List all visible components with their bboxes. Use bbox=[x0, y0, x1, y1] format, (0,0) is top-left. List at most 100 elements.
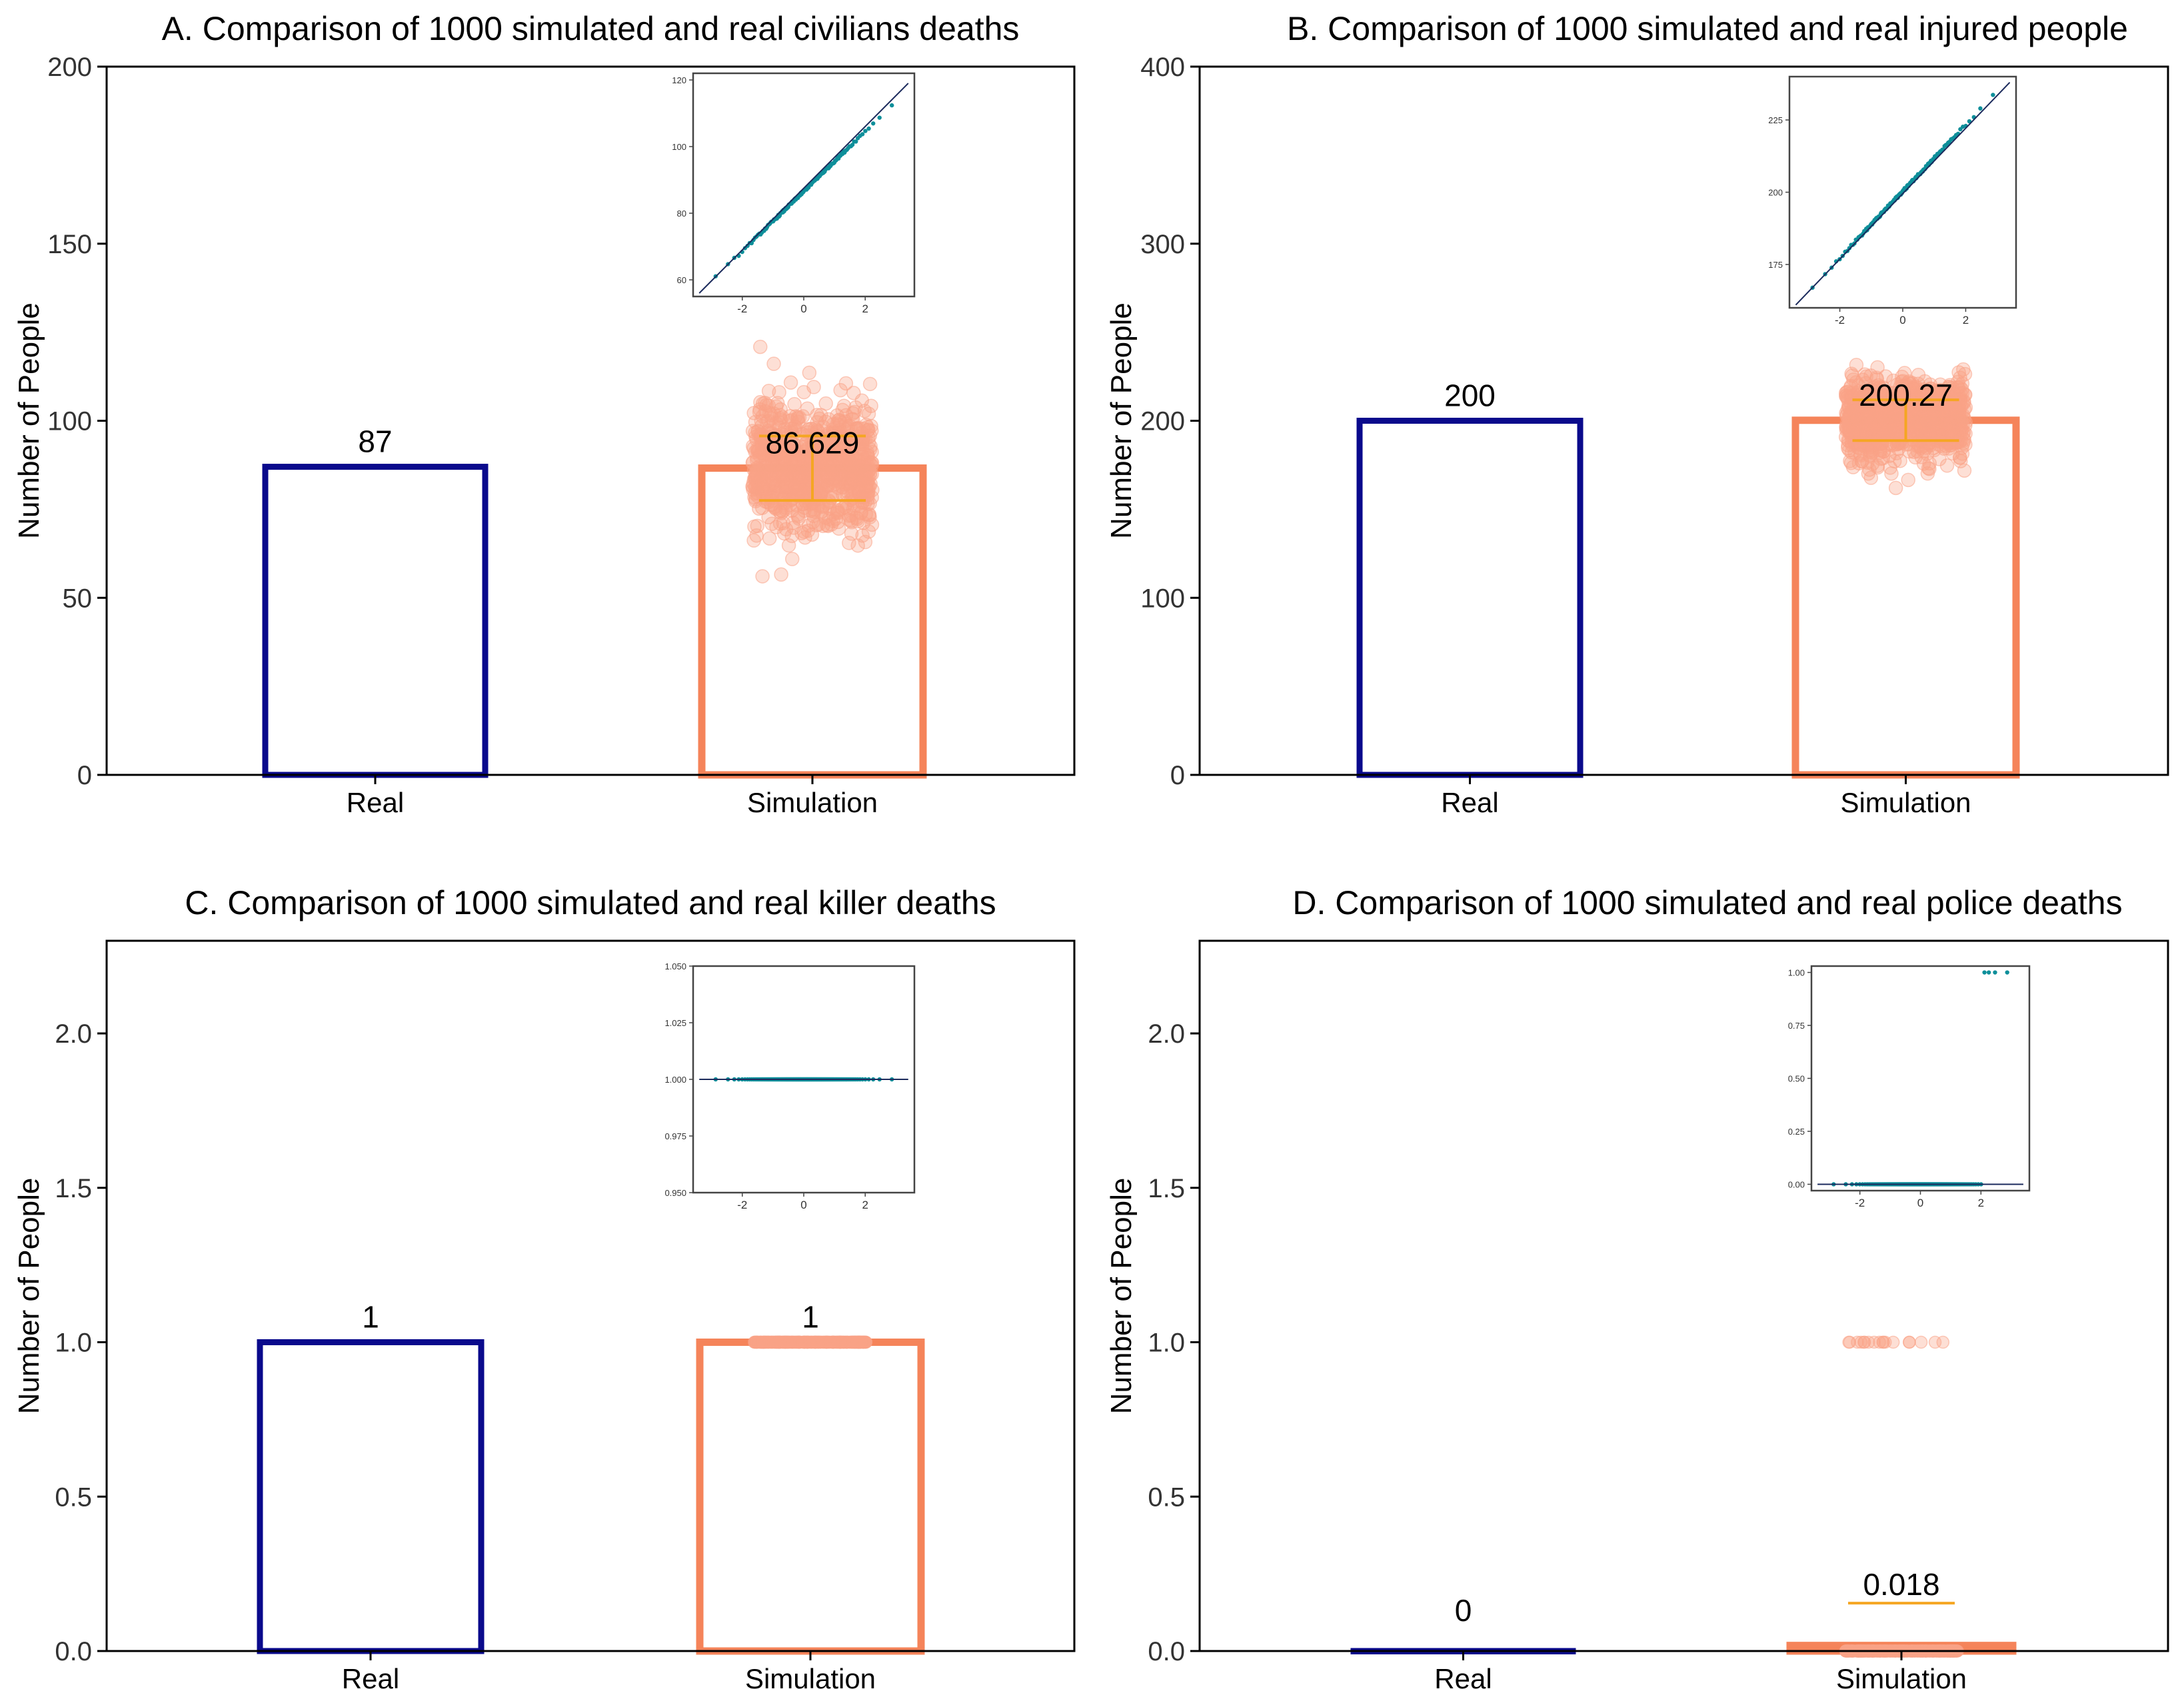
jitter-point bbox=[854, 505, 868, 520]
chart-title: B. Comparison of 1000 simulated and real… bbox=[1287, 10, 2128, 47]
bar-simulation bbox=[696, 1339, 925, 1655]
jitter-point bbox=[1941, 436, 1956, 450]
qq-y-tick-label: 0.50 bbox=[1788, 1074, 1805, 1084]
jitter-point bbox=[814, 1335, 827, 1349]
jitter-point bbox=[1860, 455, 1875, 470]
jitter-point bbox=[752, 448, 767, 464]
qq-inset: 60 80 100 120 -2 0 2 bbox=[672, 72, 916, 315]
value-label-real: 0 bbox=[1455, 1593, 1472, 1628]
x-tick-label: Real bbox=[1441, 787, 1498, 818]
qq-x-tick-label: -2 bbox=[737, 1199, 747, 1211]
jitter-point bbox=[1841, 422, 1856, 437]
jitter-point bbox=[846, 406, 860, 421]
jitter-point bbox=[853, 1335, 867, 1349]
qq-point bbox=[866, 126, 871, 131]
jitter-point bbox=[787, 396, 802, 412]
jitter-point bbox=[864, 455, 879, 470]
jitter-point bbox=[758, 404, 773, 419]
qq-point bbox=[889, 103, 894, 108]
chart-title: C. Comparison of 1000 simulated and real… bbox=[185, 884, 996, 921]
jitter-point bbox=[842, 536, 856, 550]
jitter-point bbox=[806, 508, 821, 523]
qq-x-tick-label: 2 bbox=[1963, 314, 1969, 326]
jitter-point bbox=[1956, 362, 1971, 377]
jitter-point bbox=[829, 505, 844, 520]
simulation-jitter-points bbox=[745, 339, 880, 584]
qq-inset: 0.00 0.25 0.50 0.75 1.00 -2 0 2 bbox=[1788, 965, 2031, 1209]
chart-panel-a: A. Comparison of 1000 simulated and real… bbox=[13, 10, 1076, 818]
plot-frame bbox=[105, 65, 1076, 776]
qq-x-tick-label: -2 bbox=[1855, 1197, 1865, 1209]
jitter-point bbox=[1857, 1335, 1871, 1349]
jitter-point bbox=[778, 479, 793, 494]
jitter-point bbox=[826, 1335, 840, 1349]
jitter-point bbox=[1843, 1335, 1857, 1349]
qq-y-tick-label: 100 bbox=[672, 142, 686, 152]
jitter-point bbox=[815, 518, 830, 534]
chart-panel-c: C. Comparison of 1000 simulated and real… bbox=[13, 884, 1076, 1689]
jitter-point bbox=[1909, 436, 1925, 450]
y-axis-label: Number of People bbox=[13, 302, 45, 539]
qq-inset-frame bbox=[1810, 965, 2031, 1192]
y-tick-label: 1.0 bbox=[1148, 1329, 1185, 1358]
jitter-point bbox=[839, 486, 854, 502]
jitter-point bbox=[1867, 418, 1882, 434]
y-tick-label: 1.5 bbox=[1148, 1174, 1185, 1203]
jitter-point bbox=[766, 356, 781, 371]
jitter-point bbox=[764, 516, 779, 532]
qq-y-tick-label: 60 bbox=[677, 275, 686, 285]
qq-y-tick-label: 0.00 bbox=[1788, 1179, 1805, 1189]
y-tick-label: 300 bbox=[1140, 230, 1185, 259]
x-tick-label: Simulation bbox=[747, 787, 878, 818]
value-label-real: 200 bbox=[1444, 378, 1496, 413]
jitter-point bbox=[802, 365, 817, 380]
jitter-point bbox=[1952, 380, 1967, 394]
jitter-point bbox=[1957, 463, 1972, 478]
simulation-jitter-points bbox=[1839, 1335, 1964, 1658]
jitter-point bbox=[1901, 472, 1915, 488]
jitter-point bbox=[1914, 1335, 1928, 1349]
chart-panel-d: D. Comparison of 1000 simulated and real… bbox=[1105, 884, 2169, 1689]
jitter-point bbox=[818, 396, 833, 411]
jitter-point bbox=[1936, 1335, 1950, 1349]
jitter-point bbox=[746, 533, 761, 548]
jitter-point bbox=[820, 472, 836, 487]
qq-point bbox=[1978, 106, 1983, 111]
qq-point bbox=[2005, 970, 2009, 975]
jitter-point bbox=[796, 384, 812, 400]
jitter-point bbox=[792, 410, 807, 425]
value-label-simulation: 1 bbox=[802, 1300, 819, 1335]
jitter-point bbox=[858, 534, 873, 550]
jitter-point bbox=[804, 527, 820, 542]
jitter-point bbox=[862, 376, 878, 392]
x-tick-label: Simulation bbox=[1840, 787, 1971, 818]
jitter-point bbox=[1888, 480, 1903, 496]
x-tick-label: Real bbox=[342, 1663, 399, 1689]
chart-title: D. Comparison of 1000 simulated and real… bbox=[1292, 884, 2122, 921]
plot-frame bbox=[105, 939, 1076, 1652]
bar-real bbox=[1356, 418, 1584, 778]
qq-y-tick-label: 0.950 bbox=[664, 1188, 686, 1198]
qq-point bbox=[1982, 970, 1987, 975]
y-tick-label: 2.0 bbox=[55, 1019, 92, 1049]
jitter-point bbox=[838, 376, 854, 391]
y-tick-label: 0 bbox=[1170, 761, 1185, 790]
y-tick-label: 0 bbox=[77, 761, 92, 790]
jitter-point bbox=[1929, 410, 1944, 425]
y-tick-label: 100 bbox=[47, 407, 92, 436]
chart-panel-b: B. Comparison of 1000 simulated and real… bbox=[1105, 10, 2169, 818]
qq-y-tick-label: 1.025 bbox=[664, 1018, 686, 1028]
panels: A. Comparison of 1000 simulated and real… bbox=[13, 10, 2169, 1689]
y-tick-label: 100 bbox=[1140, 584, 1185, 613]
jitter-point bbox=[774, 567, 788, 582]
qq-x-tick-label: 0 bbox=[1917, 1197, 1923, 1209]
qq-point bbox=[871, 121, 876, 126]
jitter-point bbox=[790, 1335, 804, 1349]
qq-x-tick-label: 0 bbox=[800, 1199, 806, 1211]
y-tick-label: 2.0 bbox=[1148, 1019, 1185, 1049]
jitter-point bbox=[1901, 422, 1916, 437]
qq-y-tick-label: 1.000 bbox=[664, 1075, 686, 1085]
x-tick-label: Simulation bbox=[1836, 1663, 1967, 1689]
y-tick-label: 0.0 bbox=[1148, 1637, 1185, 1666]
